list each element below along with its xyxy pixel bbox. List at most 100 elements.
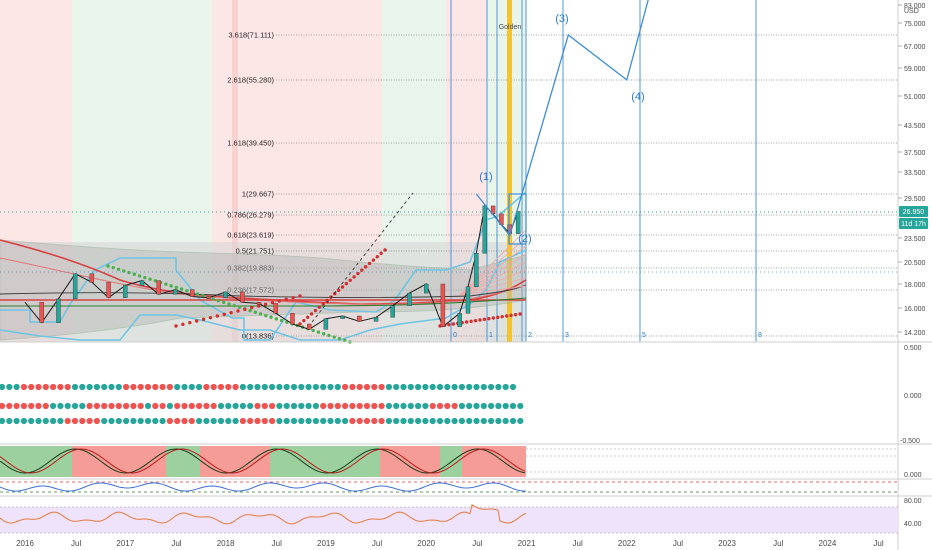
signal-dot bbox=[276, 417, 283, 425]
signal-dot bbox=[407, 417, 414, 425]
signal-dot bbox=[371, 383, 378, 391]
wave-label: (2) bbox=[518, 233, 531, 245]
signal-dot bbox=[137, 402, 144, 410]
signal-dot bbox=[451, 402, 458, 410]
fibonacci-retracement[interactable]: 0(13.836) 0.236(17.572) 0.382(19.883) 0.5(2… bbox=[227, 31, 898, 341]
signal-dot bbox=[495, 417, 502, 425]
signal-dot bbox=[71, 383, 79, 391]
fib-level-label: 0.5(21.751) bbox=[236, 247, 275, 256]
elliott-wave-projection[interactable]: (1) (2) (3) (4) bbox=[475, 0, 652, 245]
signal-dot bbox=[239, 402, 246, 410]
signal-dot bbox=[166, 402, 173, 410]
signal-dot bbox=[393, 383, 400, 391]
sar-dot bbox=[188, 320, 192, 325]
candle bbox=[189, 289, 195, 297]
signal-dot bbox=[152, 417, 159, 425]
fib-level-label: 0.618(23.619) bbox=[227, 231, 274, 240]
signal-dot bbox=[130, 383, 137, 391]
osc-tick-top: 0.500 bbox=[904, 345, 922, 352]
signal-dot bbox=[269, 383, 276, 391]
signal-dot bbox=[144, 383, 152, 391]
candle bbox=[357, 315, 362, 322]
signal-dot bbox=[378, 383, 385, 391]
sar-dot bbox=[332, 335, 336, 339]
time-tick-label: Jul bbox=[573, 539, 583, 548]
signal-dot bbox=[444, 402, 451, 410]
signal-dot bbox=[320, 383, 327, 391]
axis-tick-label: 83.000 bbox=[904, 3, 926, 10]
sar-dot bbox=[279, 318, 284, 323]
signal-dot bbox=[356, 402, 363, 410]
signal-dot bbox=[502, 417, 509, 425]
sar-dot bbox=[309, 312, 314, 316]
signal-dot bbox=[159, 402, 166, 410]
cycle-label: 3 bbox=[565, 332, 569, 339]
signal-dot bbox=[269, 417, 276, 425]
sar-dot bbox=[127, 270, 131, 275]
sar-dot bbox=[509, 313, 513, 318]
signal-dot bbox=[86, 383, 93, 391]
sar-dot bbox=[464, 320, 469, 324]
axis-tick-label: 67.000 bbox=[904, 44, 926, 51]
fib-time-zones[interactable]: 0 1 2 3 5 8 bbox=[450, 0, 762, 342]
golden-line[interactable] bbox=[507, 0, 512, 342]
signal-dot bbox=[363, 417, 371, 425]
sar-dot bbox=[137, 274, 142, 278]
signal-dot bbox=[356, 417, 363, 425]
signal-dot bbox=[93, 402, 100, 410]
axis-tick-label: 16.000 bbox=[904, 306, 926, 313]
signal-dot bbox=[305, 383, 312, 391]
sar-dot bbox=[237, 305, 242, 310]
signal-dot bbox=[166, 383, 173, 391]
signal-dot bbox=[393, 402, 400, 410]
sar-dot bbox=[270, 300, 275, 305]
signal-dot bbox=[196, 402, 203, 410]
signal-dot bbox=[363, 383, 371, 391]
signal-dot bbox=[108, 383, 115, 391]
sar-dot bbox=[371, 258, 376, 262]
signal-dot bbox=[502, 383, 509, 391]
signal-dot bbox=[13, 383, 20, 391]
sar-dot bbox=[263, 302, 268, 307]
signal-dot bbox=[458, 417, 465, 425]
time-tick-label: 2017 bbox=[116, 539, 134, 548]
sar-dot bbox=[343, 338, 347, 343]
signal-dot bbox=[283, 417, 290, 425]
time-tick-label: 2020 bbox=[417, 539, 435, 548]
signal-dot bbox=[276, 383, 283, 391]
golden-label: Golden bbox=[499, 24, 522, 31]
signal-dot bbox=[35, 383, 42, 391]
sar-dot bbox=[327, 333, 331, 338]
sar-dot bbox=[336, 288, 341, 293]
signal-dot bbox=[86, 417, 93, 425]
time-tick-label: Jul bbox=[272, 539, 282, 548]
signal-dot bbox=[495, 402, 502, 410]
stoch-k bbox=[0, 448, 526, 474]
signal-dot bbox=[254, 417, 261, 425]
sar-dot bbox=[363, 265, 368, 269]
time-axis[interactable]: 2016 Jul 2017 Jul 2018 Jul 2019 Jul 2020 Jul 2021 J… bbox=[16, 539, 884, 548]
sar-dot bbox=[208, 315, 213, 320]
fib-level-label: 1(29.667) bbox=[242, 190, 275, 199]
signal-dot bbox=[298, 402, 305, 410]
axis-tick-label: 23.500 bbox=[904, 236, 926, 243]
signal-dot bbox=[20, 383, 27, 391]
signal-dot bbox=[415, 402, 422, 410]
signal-dot bbox=[385, 383, 392, 391]
candle bbox=[407, 292, 412, 306]
axis-tick-label: 29.500 bbox=[904, 196, 926, 203]
cycle-label: 2 bbox=[528, 332, 532, 339]
sar-dot bbox=[250, 305, 254, 310]
signal-dot bbox=[254, 383, 261, 391]
rsi-tick-top: 80.00 bbox=[904, 498, 922, 505]
sar-dot bbox=[243, 307, 247, 312]
sar-dot bbox=[491, 316, 496, 320]
signal-dot bbox=[327, 417, 334, 425]
price-axis[interactable]: USD 83.000 75.000 67.000 59.000 51.000 43.500… bbox=[897, 0, 926, 550]
axis-tick-label: 18.000 bbox=[904, 282, 926, 289]
fib-level-label: 1.618(39.450) bbox=[227, 139, 274, 148]
candle bbox=[440, 283, 446, 327]
signal-dot bbox=[488, 402, 495, 410]
sar-dot bbox=[174, 324, 178, 328]
bar-countdown-label: 11d 17h bbox=[901, 221, 926, 228]
